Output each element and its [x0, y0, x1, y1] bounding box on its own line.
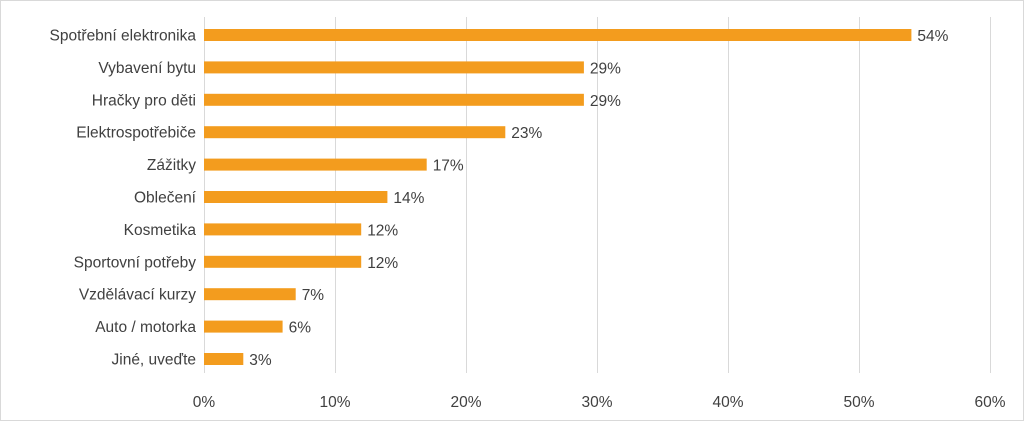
- category-label-jine-uvedte: Jiné, uveďte: [112, 352, 197, 369]
- gridlines: [204, 17, 991, 373]
- category-label-auto-motorka: Auto / motorka: [95, 319, 196, 336]
- value-label-vzdelavaci-kurzy: 7%: [302, 287, 325, 304]
- category-label-vzdelavaci-kurzy: Vzdělávací kurzy: [79, 287, 196, 304]
- value-label-auto-motorka: 6%: [289, 320, 312, 337]
- bar-hracky-pro-deti: [204, 93, 584, 106]
- bar-spotrebni-elektronika: [204, 29, 912, 41]
- category-label-sportovni-potreby: Sportovní potřeby: [74, 254, 197, 271]
- bar-vzdelavaci-kurzy: [204, 288, 296, 301]
- bar-kosmetika: [204, 223, 362, 236]
- bar-vybaveni-bytu: [204, 61, 584, 74]
- bar-auto-motorka: [204, 320, 283, 333]
- x-tick-label-50: 50%: [843, 394, 874, 411]
- value-label-elektrospotrebice: 23%: [511, 125, 542, 142]
- value-label-zazitky: 17%: [433, 158, 464, 175]
- value-label-kosmetika: 12%: [367, 222, 398, 239]
- value-label-spotrebni-elektronika: 54%: [917, 28, 948, 45]
- category-label-zazitky: Zážitky: [147, 157, 196, 174]
- category-label-vybaveni-bytu: Vybavení bytu: [98, 60, 196, 77]
- x-tick-label-40: 40%: [712, 394, 743, 411]
- category-label-elektrospotrebice: Elektrospotřebiče: [76, 125, 196, 142]
- bar-jine-uvedte: [204, 353, 244, 365]
- value-label-sportovni-potreby: 12%: [367, 255, 398, 272]
- value-labels: 54% 29% 29% 23% 17% 14% 12% 12% 7% 6% 3%: [249, 28, 948, 369]
- category-labels: Spotřební elektronika Vybavení bytu Hračky…: [50, 28, 197, 369]
- x-tick-label-60: 60%: [974, 394, 1005, 411]
- bar-sportovni-potreby: [204, 255, 362, 268]
- bar-zazitky: [204, 158, 427, 171]
- value-label-obleceni: 14%: [393, 190, 424, 207]
- value-label-jine-uvedte: 3%: [249, 352, 272, 369]
- x-tick-label-0: 0%: [193, 394, 216, 411]
- x-tick-label-30: 30%: [581, 394, 612, 411]
- category-label-obleceni: Oblečení: [134, 190, 197, 207]
- category-label-kosmetika: Kosmetika: [124, 222, 197, 239]
- bar-obleceni: [204, 191, 388, 203]
- value-label-vybaveni-bytu: 29%: [590, 60, 621, 77]
- bar-elektrospotrebice: [204, 126, 506, 139]
- category-label-spotrebni-elektronika: Spotřební elektronika: [50, 28, 197, 45]
- x-tick-label-10: 10%: [319, 394, 350, 411]
- x-tick-label-20: 20%: [450, 394, 481, 411]
- x-axis-tick-labels: 0% 10% 20% 30% 40% 50% 60%: [193, 394, 1006, 411]
- value-label-hracky-pro-deti: 29%: [590, 93, 621, 110]
- category-label-hracky-pro-deti: Hračky pro děti: [92, 92, 196, 109]
- bars: [204, 29, 912, 365]
